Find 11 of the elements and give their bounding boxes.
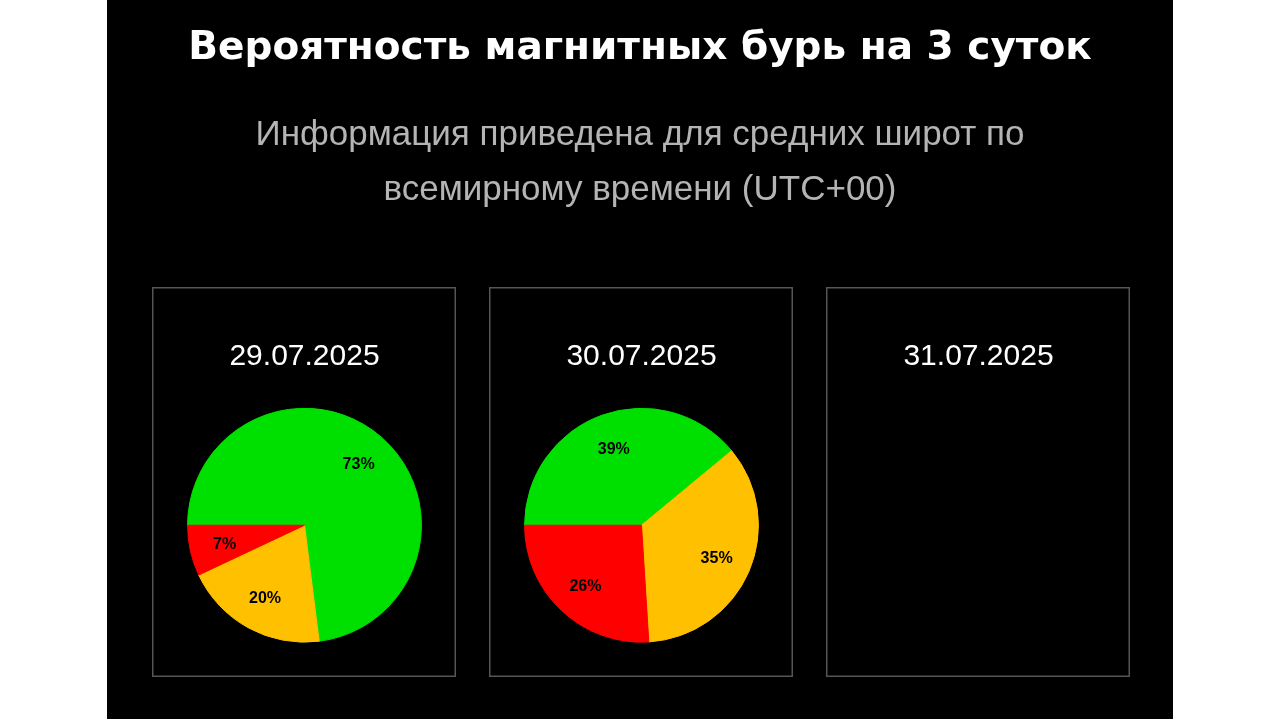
- chart-title: 30.07.2025: [566, 338, 717, 372]
- data-label: 39%: [597, 439, 630, 457]
- data-label: 35%: [700, 549, 733, 567]
- data-label: 20%: [249, 588, 282, 606]
- text: 31.07.2025: [903, 338, 1054, 372]
- data-label: 26%: [569, 576, 602, 594]
- text: Вероятность магнитных бурь на 3 суток: [188, 22, 1092, 70]
- data-label: 73%: [342, 455, 375, 473]
- chart-title: 29.07.2025: [229, 338, 380, 372]
- data-label: 7%: [213, 534, 237, 552]
- text: Информация приведена для средних широт по всемирному времени (UTC+00): [254, 112, 1026, 209]
